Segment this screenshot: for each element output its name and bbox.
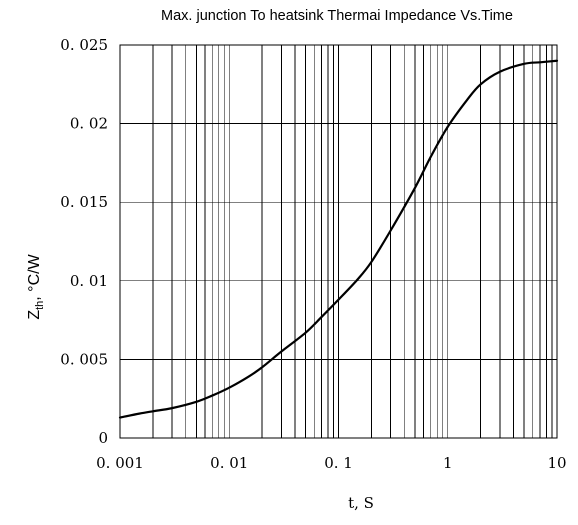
y-tick-label: 0. 015 xyxy=(60,193,108,211)
x-axis-label: t, S xyxy=(348,494,374,512)
x-tick-label: 10 xyxy=(547,454,566,472)
plot-frame xyxy=(119,44,558,439)
y-axis-label: Zth, °C/W xyxy=(26,253,46,319)
curve-layer xyxy=(118,59,559,419)
x-tick-label: 0. 01 xyxy=(210,454,248,472)
thermal-impedance-curve xyxy=(118,59,559,419)
y-tick-label: 0 xyxy=(98,429,108,447)
y-tick-label: 0. 01 xyxy=(70,272,108,290)
grid-layer xyxy=(119,44,558,439)
y-axis-label-unit: , °C/W xyxy=(26,253,43,300)
y-tick-label: 0. 02 xyxy=(70,115,108,133)
x-tick-label: 0. 1 xyxy=(324,454,353,472)
tick-label-layer: 0. 001 0. 01 0. 1 1 10 0 0. 005 0. 01 0. 015 0. 0… xyxy=(60,36,566,472)
y-tick-label: 0. 025 xyxy=(60,36,108,54)
x-tick-label: 1 xyxy=(443,454,453,472)
chart-title: Max. junction To heatsink Thermai Impeda… xyxy=(161,8,513,24)
y-axis-label-subscript: th xyxy=(34,301,46,310)
y-tick-label: 0. 005 xyxy=(60,350,108,368)
x-tick-label: 0. 001 xyxy=(96,454,144,472)
y-axis-label-main: Z xyxy=(26,310,43,320)
